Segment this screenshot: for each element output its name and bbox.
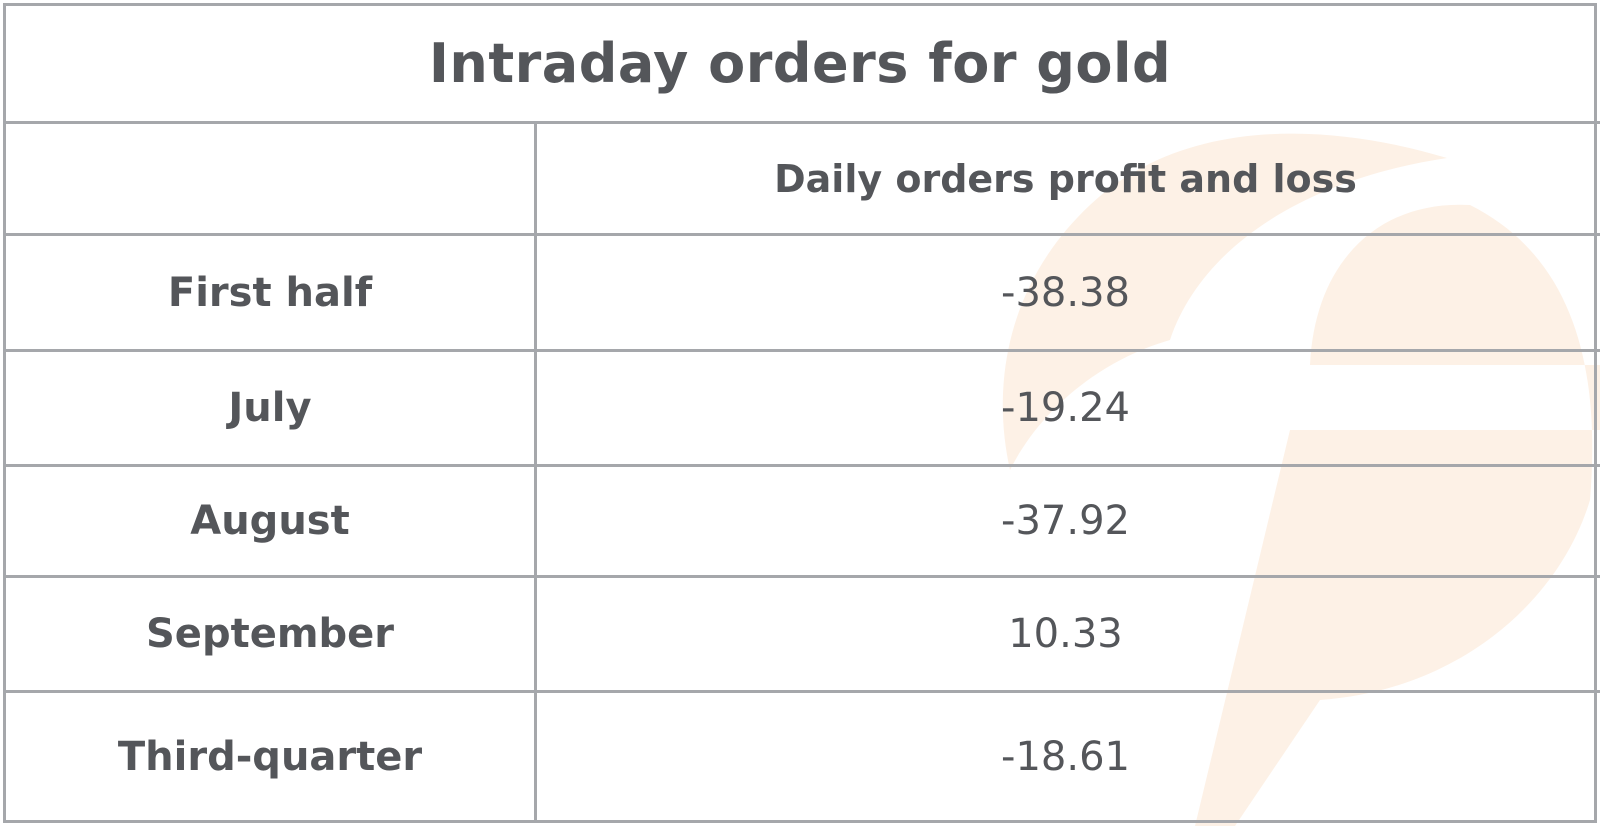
header-period	[6, 124, 534, 233]
row-label-first-half: First half	[167, 269, 373, 316]
row-divider	[6, 690, 1600, 693]
row-divider	[6, 349, 1600, 352]
row-value-july: -19.24	[1001, 385, 1130, 431]
header-divider	[6, 233, 1600, 236]
title-divider	[6, 121, 1600, 124]
row-label-august: August	[190, 498, 350, 544]
header-daily-orders-profit-and-loss: Daily orders profit and loss	[774, 156, 1357, 201]
row-value-september: 10.33	[1008, 611, 1123, 657]
row-divider	[6, 575, 1600, 578]
data-table: Intraday orders for gold Daily orders pr…	[3, 3, 1600, 823]
row-label-third-quarter: Third-quarter	[117, 733, 423, 780]
table-title: Intraday orders for gold	[428, 32, 1172, 95]
column-divider	[534, 121, 537, 823]
row-value-first-half: -38.38	[1001, 269, 1130, 316]
row-label-september: September	[146, 611, 394, 657]
row-label-july: July	[228, 385, 312, 431]
row-value-third-quarter: -18.61	[1001, 733, 1130, 780]
row-value-august: -37.92	[1001, 498, 1130, 544]
row-divider	[6, 464, 1600, 467]
